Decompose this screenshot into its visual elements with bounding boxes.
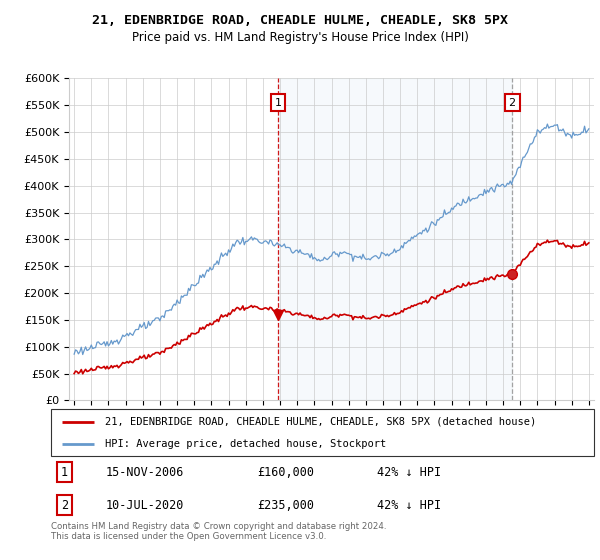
- Text: 42% ↓ HPI: 42% ↓ HPI: [377, 465, 441, 479]
- Text: 15-NOV-2006: 15-NOV-2006: [106, 465, 184, 479]
- Bar: [278, 78, 512, 400]
- FancyBboxPatch shape: [51, 409, 594, 456]
- Text: Contains HM Land Registry data © Crown copyright and database right 2024.
This d: Contains HM Land Registry data © Crown c…: [51, 522, 386, 542]
- Text: £160,000: £160,000: [257, 465, 314, 479]
- Text: 21, EDENBRIDGE ROAD, CHEADLE HULME, CHEADLE, SK8 5PX: 21, EDENBRIDGE ROAD, CHEADLE HULME, CHEA…: [92, 14, 508, 27]
- Text: HPI: Average price, detached house, Stockport: HPI: Average price, detached house, Stoc…: [106, 438, 386, 449]
- Text: 21, EDENBRIDGE ROAD, CHEADLE HULME, CHEADLE, SK8 5PX (detached house): 21, EDENBRIDGE ROAD, CHEADLE HULME, CHEA…: [106, 417, 536, 427]
- Text: 10-JUL-2020: 10-JUL-2020: [106, 498, 184, 512]
- Text: 2: 2: [509, 97, 516, 108]
- Text: Price paid vs. HM Land Registry's House Price Index (HPI): Price paid vs. HM Land Registry's House …: [131, 31, 469, 44]
- Text: 1: 1: [61, 465, 68, 479]
- Text: £235,000: £235,000: [257, 498, 314, 512]
- Text: 1: 1: [274, 97, 281, 108]
- Text: 42% ↓ HPI: 42% ↓ HPI: [377, 498, 441, 512]
- Text: 2: 2: [61, 498, 68, 512]
